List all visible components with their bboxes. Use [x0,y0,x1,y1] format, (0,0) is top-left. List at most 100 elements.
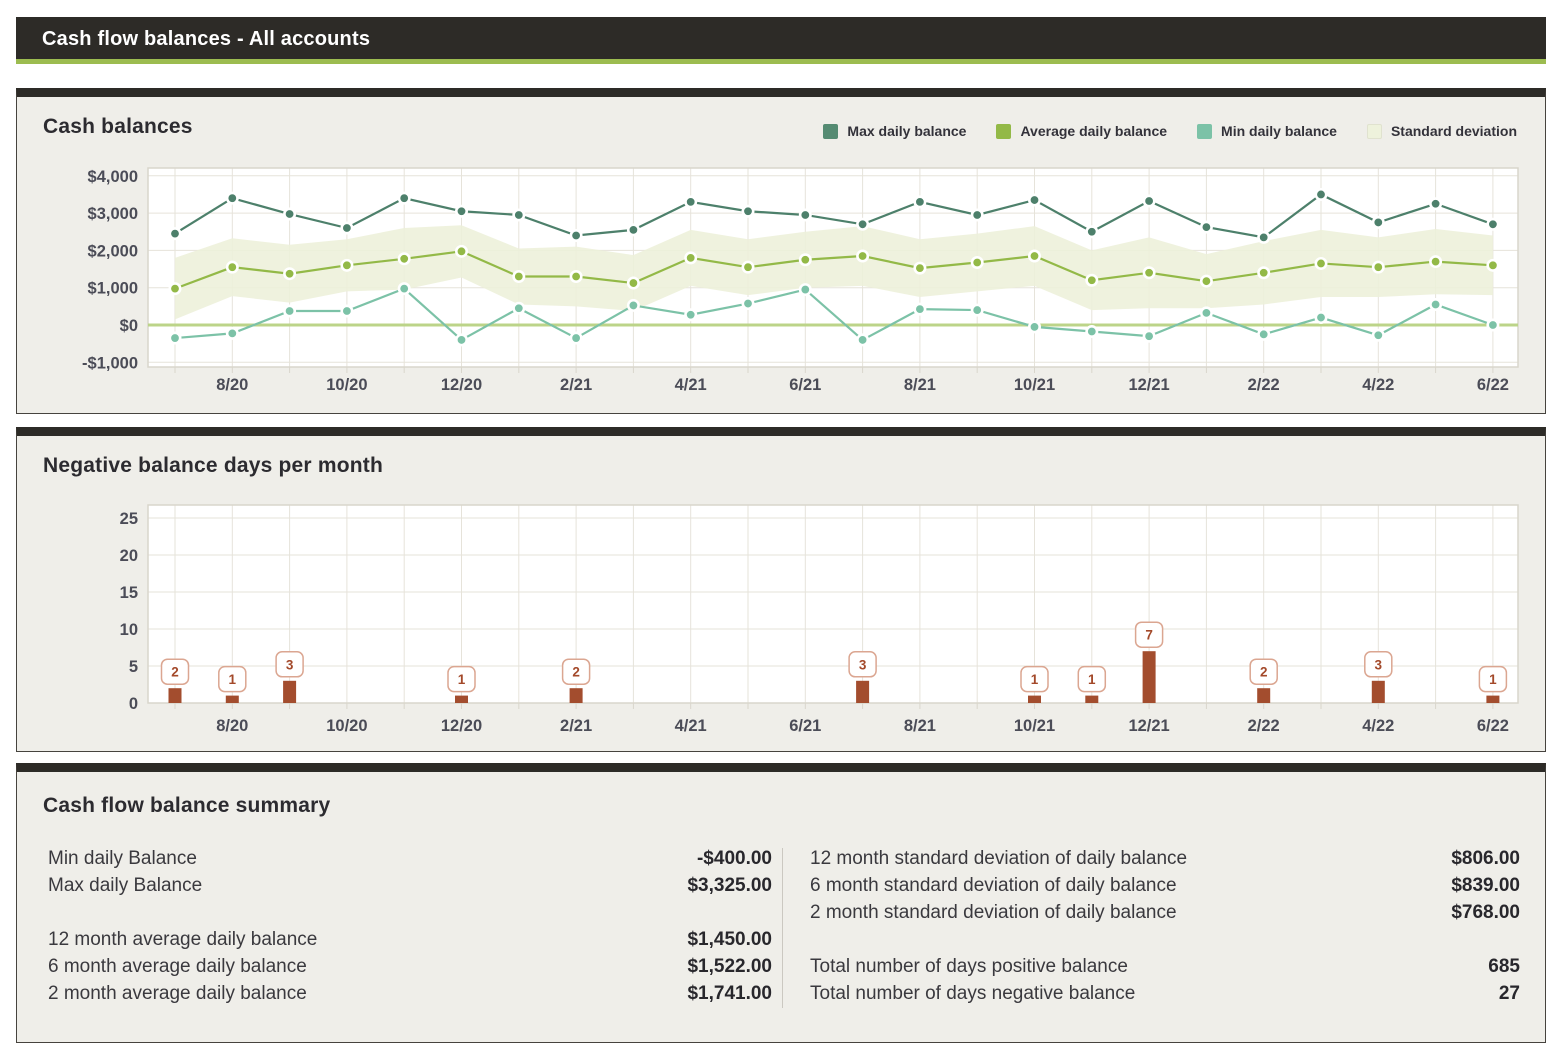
report-title: Cash flow balances - All accounts [42,28,371,50]
data-point [856,333,870,347]
x-axis-label: 2/22 [1248,376,1280,394]
y-axis-label: 25 [120,510,138,528]
data-point [1027,320,1041,334]
bar-value-callout [1249,658,1278,685]
bar-value-label: 1 [1031,672,1039,687]
bars: 2 1 3 1 2 3 1 1 7 2 3 1 [160,621,1508,703]
bar-value-label: 2 [1260,665,1268,680]
data-point [1085,325,1099,339]
summary-row-value: $3,325.00 [687,875,772,896]
data-point [1314,256,1328,270]
cash-balances-panel: Cash balances Max daily balance Average d… [16,88,1546,414]
bar-value-callout [160,658,190,685]
y-axis-label: $2,000 [88,242,138,260]
legend-label: Min daily balance [1221,123,1337,139]
cash-balances-title: Cash balances [43,115,193,138]
bar-value-label: 2 [171,665,179,680]
summary-row-label: 6 month average daily balance [48,956,307,977]
data-point [913,302,927,316]
x-axis-label: 8/21 [904,376,936,394]
summary-row: 12 month standard deviation of daily bal… [810,845,1520,872]
y-axis-label: 10 [120,621,138,639]
legend-item-max-daily-balance: Max daily balance [823,123,966,139]
series-min-daily-balance [168,282,1500,347]
x-axis-label: 6/22 [1477,376,1509,394]
summary-row-value: $1,741.00 [687,983,772,1004]
bar-value-callout [1364,651,1393,678]
bar-value-callout [1478,665,1508,693]
bar [455,695,468,703]
summary-row-label: 2 month standard deviation of daily bala… [810,902,1177,923]
summary-row-value: $806.00 [1451,848,1520,869]
bar [1085,695,1099,703]
bar-value-label: 2 [572,665,580,680]
x-axis-label: 6/22 [1477,717,1509,735]
summary-row-value: 685 [1488,956,1520,977]
data-point [741,204,755,218]
data-point [454,333,468,347]
x-axis-label: 8/20 [216,717,248,735]
x-axis-label: 12/21 [1128,717,1169,735]
bar [168,688,182,703]
data-point [626,298,640,312]
data-point [397,252,411,266]
data-point [569,270,583,284]
x-axis-label: 2/21 [560,376,592,394]
data-point [1085,273,1099,287]
data-point [970,256,984,270]
x-axis-label: 6/21 [789,717,821,735]
bar-value-label: 1 [229,672,237,687]
x-axis-label: 10/20 [326,717,367,735]
summary-row-value: 27 [1498,983,1520,1004]
data-point [1142,194,1156,208]
data-point [1371,215,1385,229]
summary-row: 12 month average daily balance $1,450.00 [48,926,772,953]
data-point [569,228,583,242]
bar-value-label: 1 [458,672,466,687]
bar-value-callout [561,658,591,685]
summary-row-label: Max daily Balance [48,875,203,896]
std-deviation-band [175,225,1493,320]
data-point [1429,255,1443,269]
data-point [454,244,468,258]
negative-days-title: Negative balance days per month [43,454,383,477]
y-axis-label: $3,000 [88,205,138,223]
summary-row-label: 2 month average daily balance [48,983,307,1004]
legend-swatch [1366,123,1382,139]
y-axis-label: $1,000 [88,280,138,298]
data-point [283,304,297,318]
data-point [340,304,354,318]
summary-row-value: $839.00 [1451,875,1520,896]
data-point [225,260,239,274]
summary-row: 2 month average daily balance $1,741.00 [48,980,772,1007]
data-point [512,301,526,315]
data-point [741,260,755,274]
x-axis-label: 4/21 [675,376,707,394]
x-axis-label: 4/22 [1362,717,1394,735]
bar [1371,680,1385,703]
data-point [1027,193,1041,207]
x-axis-label: 10/21 [1014,717,1055,735]
summary-row: Max daily Balance $3,325.00 [48,872,772,899]
bar [856,680,870,703]
data-point [1199,220,1213,234]
summary-row-value: $1,450.00 [687,929,772,950]
data-point [283,267,297,281]
data-point [1371,260,1385,274]
y-axis-label: 20 [120,547,138,565]
data-point [1027,249,1041,263]
summary-title: Cash flow balance summary [43,794,331,817]
x-axis-label: 4/21 [675,717,707,735]
report-header: Cash flow balances - All accounts [16,17,1546,64]
bar [225,695,239,703]
x-axis-label: 12/20 [441,717,482,735]
data-point [626,276,640,290]
x-axis-label: 4/22 [1362,376,1394,394]
data-point [1429,197,1443,211]
bar [1257,688,1271,703]
data-point [1486,318,1500,332]
x-axis-label: 8/20 [216,376,248,394]
legend-swatch [1197,123,1213,139]
x-axis-label: 6/21 [789,376,821,394]
